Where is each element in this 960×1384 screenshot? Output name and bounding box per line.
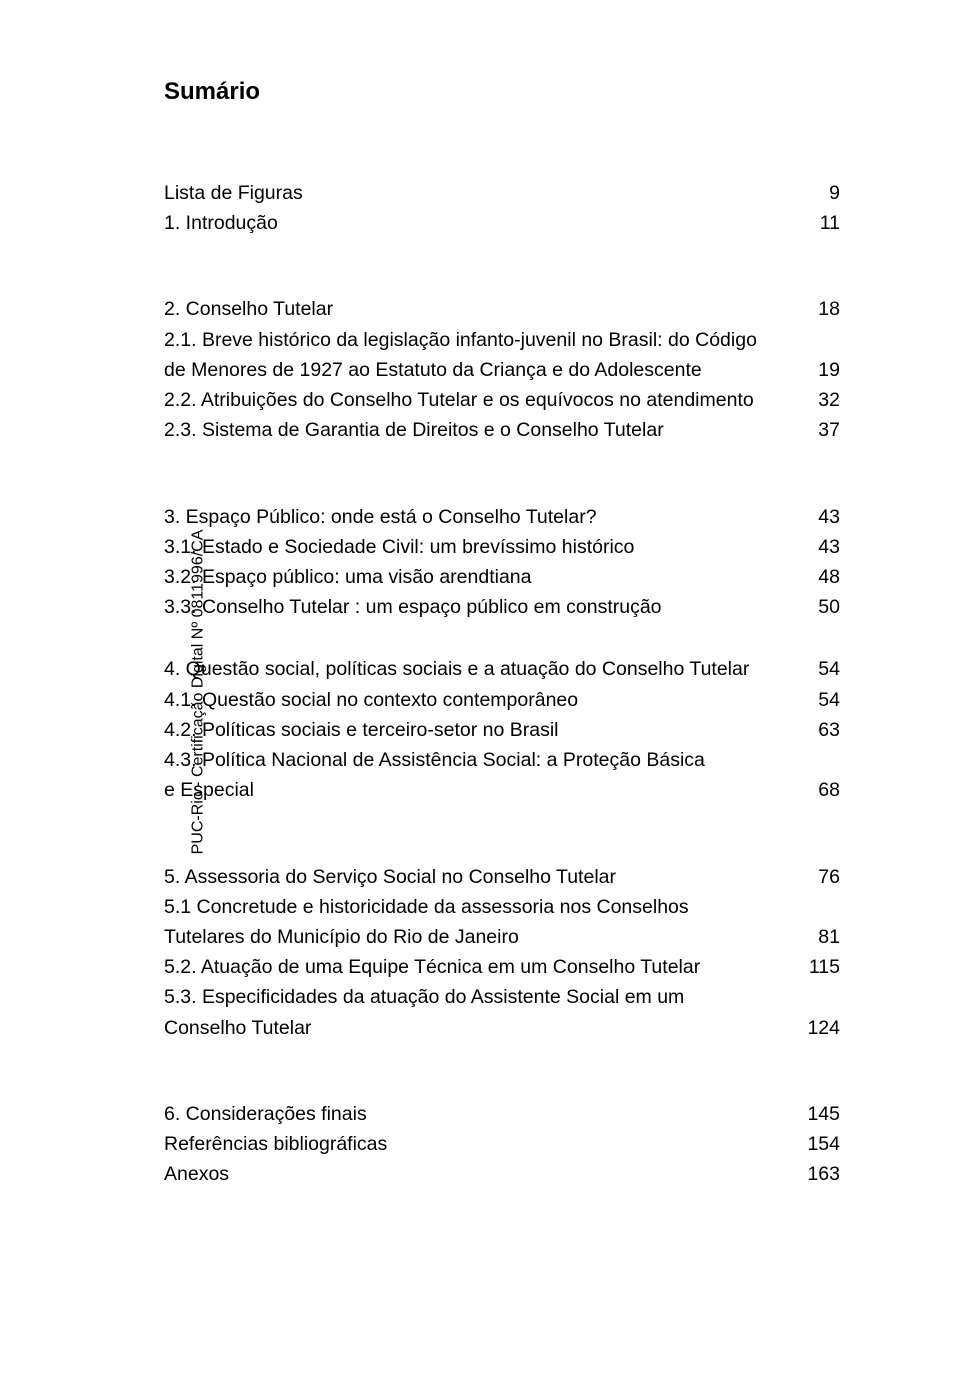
toc-entry: 2.2. Atribuições do Conselho Tutelar e o… <box>164 385 840 415</box>
toc-entry-page: 19 <box>818 355 840 385</box>
toc-entry-label-cont: Conselho Tutelar <box>164 1013 311 1043</box>
toc-entry-label: 3.2. Espaço público: uma visão arendtian… <box>164 562 547 592</box>
toc-entry-label: 3.1. Estado e Sociedade Civil: um brevís… <box>164 532 650 562</box>
toc-entry-page: 43 <box>796 532 840 562</box>
toc-entry: Referências bibliográficas 154 <box>164 1129 840 1159</box>
toc-entry: 4.1. Questão social no contexto contempo… <box>164 685 840 715</box>
toc-entry-label: 2.3. Sistema de Garantia de Direitos e o… <box>164 415 680 445</box>
toc-entry-label: 4.3. Política Nacional de Assistência So… <box>164 745 840 775</box>
toc-entry-label: 3. Espaço Público: onde está o Conselho … <box>164 502 613 532</box>
toc-entry: 2. Conselho Tutelar 18 <box>164 294 840 324</box>
toc-entry-page: 124 <box>807 1013 840 1043</box>
toc-entry-page: 48 <box>796 562 840 592</box>
toc-entry-label: 5.3. Especificidades da atuação do Assis… <box>164 982 840 1012</box>
toc-entry: 5.2. Atuação de uma Equipe Técnica em um… <box>164 952 840 982</box>
toc-entry: 3.3. Conselho Tutelar : um espaço públic… <box>164 592 840 622</box>
spacer <box>164 806 840 862</box>
toc-entry-page: 154 <box>796 1129 840 1159</box>
toc-entry-label: Referências bibliográficas <box>164 1129 403 1159</box>
toc-title: Sumário <box>164 78 840 106</box>
toc-entry: 5.3. Especificidades da atuação do Assis… <box>164 982 840 1042</box>
toc-entry-page: 32 <box>796 385 840 415</box>
toc-entry-label: Lista de Figuras <box>164 178 319 208</box>
toc-entry-page: 163 <box>796 1159 840 1189</box>
toc-entry: 4.2. Políticas sociais e terceiro-setor … <box>164 715 840 745</box>
toc-entry-page: 18 <box>796 294 840 324</box>
toc-entry-page: 68 <box>818 775 840 805</box>
toc-entry-label: 5.1 Concretude e historicidade da assess… <box>164 892 840 922</box>
toc-entry-page: 50 <box>796 592 840 622</box>
toc-entry: 3.2. Espaço público: uma visão arendtian… <box>164 562 840 592</box>
toc-entry-label: 4.1. Questão social no contexto contempo… <box>164 685 594 715</box>
toc-entry: 2.3. Sistema de Garantia de Direitos e o… <box>164 415 840 445</box>
toc-entry-label: 2.1. Breve histórico da legislação infan… <box>164 325 840 355</box>
toc-entry-label: 3.3. Conselho Tutelar : um espaço públic… <box>164 592 678 622</box>
spacer <box>164 446 840 502</box>
toc-entry: 4. Questão social, políticas sociais e a… <box>164 654 840 684</box>
toc-entry-label-cont: Tutelares do Município do Rio de Janeiro <box>164 922 519 952</box>
toc-entry-page: 9 <box>796 178 840 208</box>
toc-entry-label: 2.2. Atribuições do Conselho Tutelar e o… <box>164 385 770 415</box>
toc-entry-page: 145 <box>796 1099 840 1129</box>
toc-entry-label: 2. Conselho Tutelar <box>164 294 349 324</box>
spacer <box>164 238 840 294</box>
toc-entry-label: 5. Assessoria do Serviço Social no Conse… <box>164 862 632 892</box>
certification-sidetext: PUC-Rio - Certificação Digital Nº 081199… <box>189 530 207 855</box>
toc-entry: 5.1 Concretude e historicidade da assess… <box>164 892 840 952</box>
toc-entry: Anexos 163 <box>164 1159 840 1189</box>
toc-entry-page: 54 <box>796 685 840 715</box>
toc-entry-label: 4. Questão social, políticas sociais e a… <box>164 654 765 684</box>
spacer <box>164 1043 840 1099</box>
toc-entry: 3. Espaço Público: onde está o Conselho … <box>164 502 840 532</box>
toc-entry: 2.1. Breve histórico da legislação infan… <box>164 325 840 385</box>
toc-entry: 1. Introdução 11 <box>164 208 840 238</box>
toc-entry: 6. Considerações finais 145 <box>164 1099 840 1129</box>
toc-entry-page: 54 <box>796 654 840 684</box>
toc-entry-label-cont: e Especial <box>164 775 254 805</box>
spacer <box>164 622 840 654</box>
toc-entry: 3.1. Estado e Sociedade Civil: um brevís… <box>164 532 840 562</box>
table-of-contents: Lista de Figuras 9 1. Introdução 11 2. C… <box>164 178 840 1189</box>
toc-entry: Lista de Figuras 9 <box>164 178 840 208</box>
toc-entry-page: 11 <box>796 208 840 238</box>
toc-entry-page: 81 <box>818 922 840 952</box>
toc-entry-label: 5.2. Atuação de uma Equipe Técnica em um… <box>164 952 716 982</box>
toc-entry-page: 37 <box>796 415 840 445</box>
toc-entry: 5. Assessoria do Serviço Social no Conse… <box>164 862 840 892</box>
toc-entry-page: 76 <box>796 862 840 892</box>
page: PUC-Rio - Certificação Digital Nº 081199… <box>0 0 960 1384</box>
toc-entry-label-cont: de Menores de 1927 ao Estatuto da Crianç… <box>164 355 702 385</box>
toc-entry-label: Anexos <box>164 1159 245 1189</box>
toc-entry-label: 4.2. Políticas sociais e terceiro-setor … <box>164 715 575 745</box>
toc-entry-page: 115 <box>796 952 840 982</box>
toc-entry-page: 43 <box>796 502 840 532</box>
toc-entry-page: 63 <box>796 715 840 745</box>
toc-entry-label: 6. Considerações finais <box>164 1099 383 1129</box>
toc-entry-label: 1. Introdução <box>164 208 294 238</box>
toc-entry: 4.3. Política Nacional de Assistência So… <box>164 745 840 805</box>
